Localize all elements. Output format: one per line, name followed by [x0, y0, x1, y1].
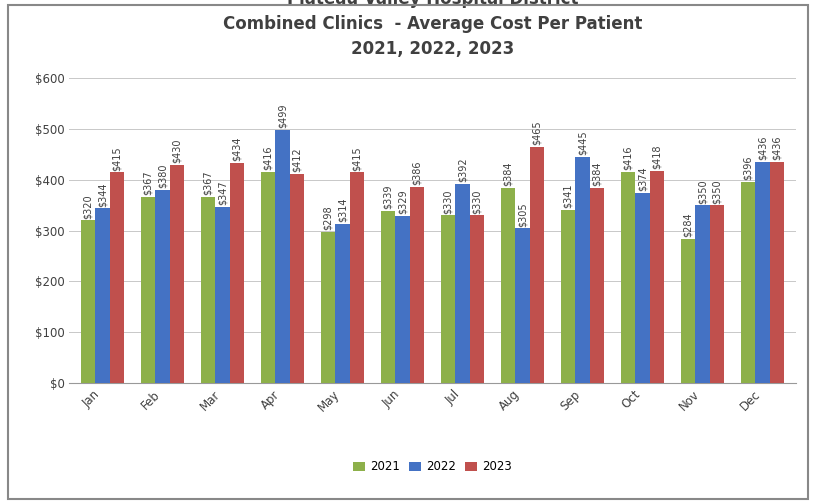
- Text: $392: $392: [458, 158, 468, 182]
- Text: $436: $436: [772, 136, 782, 160]
- Bar: [381, 211, 395, 383]
- Bar: [395, 216, 410, 383]
- Title: Plateau Valley Hospital District
Combined Clinics  - Average Cost Per Patient
20: Plateau Valley Hospital District Combine…: [223, 0, 642, 58]
- Bar: [455, 184, 470, 383]
- Bar: [575, 157, 590, 383]
- Text: $396: $396: [743, 156, 753, 180]
- Text: $347: $347: [217, 180, 228, 205]
- Text: $329: $329: [397, 190, 407, 214]
- Bar: [441, 215, 455, 383]
- Text: $384: $384: [503, 162, 513, 186]
- Bar: [681, 239, 695, 383]
- Text: $386: $386: [412, 161, 422, 185]
- Text: $412: $412: [292, 148, 302, 172]
- Bar: [349, 172, 364, 383]
- Bar: [321, 232, 335, 383]
- Bar: [741, 182, 756, 383]
- Bar: [229, 163, 244, 383]
- Bar: [335, 223, 349, 383]
- Legend: 2021, 2022, 2023: 2021, 2022, 2023: [348, 456, 517, 478]
- Bar: [621, 172, 636, 383]
- Text: $415: $415: [112, 146, 122, 171]
- Text: $434: $434: [232, 137, 242, 161]
- Text: $415: $415: [352, 146, 361, 171]
- Bar: [501, 188, 516, 383]
- Text: $344: $344: [97, 182, 108, 207]
- Text: $341: $341: [563, 184, 573, 208]
- Text: $339: $339: [383, 185, 393, 209]
- Text: $330: $330: [472, 190, 482, 214]
- Text: $430: $430: [172, 139, 182, 163]
- Text: $298: $298: [323, 206, 333, 230]
- Text: $305: $305: [517, 202, 527, 227]
- Bar: [155, 190, 170, 383]
- Text: $384: $384: [592, 162, 602, 186]
- Bar: [769, 161, 784, 383]
- Bar: [756, 161, 769, 383]
- Bar: [290, 174, 304, 383]
- Text: $330: $330: [443, 190, 453, 214]
- Bar: [81, 220, 95, 383]
- Bar: [636, 193, 650, 383]
- Text: $418: $418: [652, 145, 662, 169]
- Bar: [170, 165, 184, 383]
- Bar: [410, 187, 424, 383]
- Text: $367: $367: [203, 170, 213, 195]
- Bar: [201, 197, 215, 383]
- Text: $499: $499: [277, 103, 287, 128]
- Bar: [561, 210, 575, 383]
- Text: $367: $367: [143, 170, 153, 195]
- Bar: [215, 207, 229, 383]
- Bar: [650, 171, 664, 383]
- Text: $320: $320: [83, 195, 93, 219]
- Bar: [141, 197, 155, 383]
- Bar: [695, 205, 710, 383]
- Bar: [470, 215, 484, 383]
- Text: $314: $314: [338, 198, 348, 222]
- Text: $350: $350: [712, 179, 722, 204]
- Text: $416: $416: [263, 146, 273, 170]
- Text: $350: $350: [698, 179, 707, 204]
- Bar: [109, 172, 124, 383]
- Text: $445: $445: [578, 131, 588, 155]
- Text: $374: $374: [637, 167, 648, 192]
- Text: $416: $416: [623, 146, 633, 170]
- Bar: [516, 228, 530, 383]
- Text: $436: $436: [757, 136, 768, 160]
- Text: $465: $465: [532, 120, 542, 145]
- Text: $284: $284: [683, 213, 693, 237]
- Bar: [261, 172, 275, 383]
- Text: $380: $380: [157, 164, 167, 188]
- Bar: [95, 208, 109, 383]
- Bar: [275, 130, 290, 383]
- Bar: [710, 205, 724, 383]
- Bar: [590, 188, 604, 383]
- Bar: [530, 147, 544, 383]
